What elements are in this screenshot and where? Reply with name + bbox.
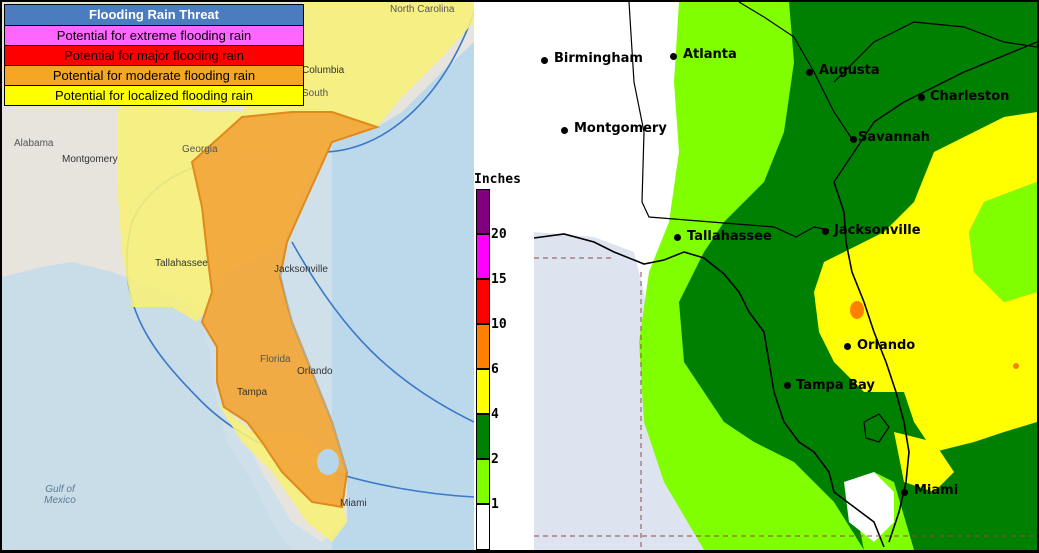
scale-swatch-purple [476,189,490,234]
city-label-savannah: Savannah [858,130,930,145]
city-label-atlanta: Atlanta [683,47,737,62]
flooding-legend: Flooding Rain Threat Potential for extre… [4,4,304,106]
rainfall-scale: Inches 20 15 10 6 4 2 1 [474,2,534,550]
legend-item-moderate: Potential for moderate flooding rain [5,66,303,86]
city-dot-atlanta [670,53,677,60]
city-dot-tallahassee [674,234,681,241]
city-dot-charleston [918,94,925,101]
city-dot-montgomery [561,127,568,134]
legend-item-localized: Potential for localized flooding rain [5,86,303,105]
city-label-montgomery: Montgomery [574,121,667,136]
legend-title: Flooding Rain Threat [5,5,303,26]
city-dot-tampa-bay [784,382,791,389]
flooding-threat-map: Flooding Rain Threat Potential for extre… [2,2,474,550]
city-label-jacksonville: Jacksonville [834,223,921,238]
legend-item-extreme: Potential for extreme flooding rain [5,26,303,46]
city-dot-orlando [844,343,851,350]
scale-title: Inches [474,172,521,187]
city-label-jacksonville: Jacksonville [274,264,328,275]
scale-swatch-orange [476,324,490,369]
city-label-tallahassee: Tallahassee [687,229,772,244]
scale-tick-15: 15 [491,272,507,287]
scale-swatch-light-green [476,459,490,504]
scale-swatch-red [476,279,490,324]
scale-swatch-dark-green [476,414,490,459]
state-label-alabama: Alabama [14,138,54,149]
state-label-florida: Florida [260,354,291,365]
city-label-orlando: Orlando [857,338,916,353]
scale-swatch-yellow [476,369,490,414]
legend-item-major: Potential for major flooding rain [5,46,303,66]
city-label-charleston: Charleston [930,89,1010,104]
rainfall-map: Birmingham Atlanta Augusta Charleston Mo… [534,2,1037,550]
city-dot-augusta [806,69,813,76]
city-label-tampa: Tampa [237,387,268,398]
city-dot-miami [901,489,908,496]
scale-tick-2: 2 [491,452,499,467]
city-label-miami: Miami [340,498,367,509]
city-label-montgomery: Montgomery [62,154,118,165]
state-label-georgia: Georgia [182,144,218,155]
state-label-south-carolina: South [302,88,329,99]
city-label-columbia: Columbia [302,65,345,76]
city-dot-birmingham [541,57,548,64]
scale-swatch-magenta [476,234,490,279]
scale-tick-20: 20 [491,227,507,242]
scale-tick-4: 4 [491,407,499,422]
city-label-augusta: Augusta [819,63,880,78]
city-label-tampa-bay: Tampa Bay [796,378,875,393]
scale-tick-10: 10 [491,317,507,332]
city-label-tallahassee: Tallahassee [155,258,208,269]
water-label-gulf-of-mexico: Gulf of Mexico [44,484,76,506]
city-label-orlando: Orlando [297,366,333,377]
scale-tick-6: 6 [491,362,499,377]
scale-tick-1: 1 [491,497,499,512]
city-label-birmingham: Birmingham [554,51,643,66]
city-dot-savannah [850,136,857,143]
city-label-miami: Miami [914,483,959,498]
state-label-north-carolina: North Carolina [390,4,455,15]
rainfall-map-graphic [534,2,1037,550]
scale-swatch-white [476,504,490,550]
city-dot-jacksonville [822,228,829,235]
